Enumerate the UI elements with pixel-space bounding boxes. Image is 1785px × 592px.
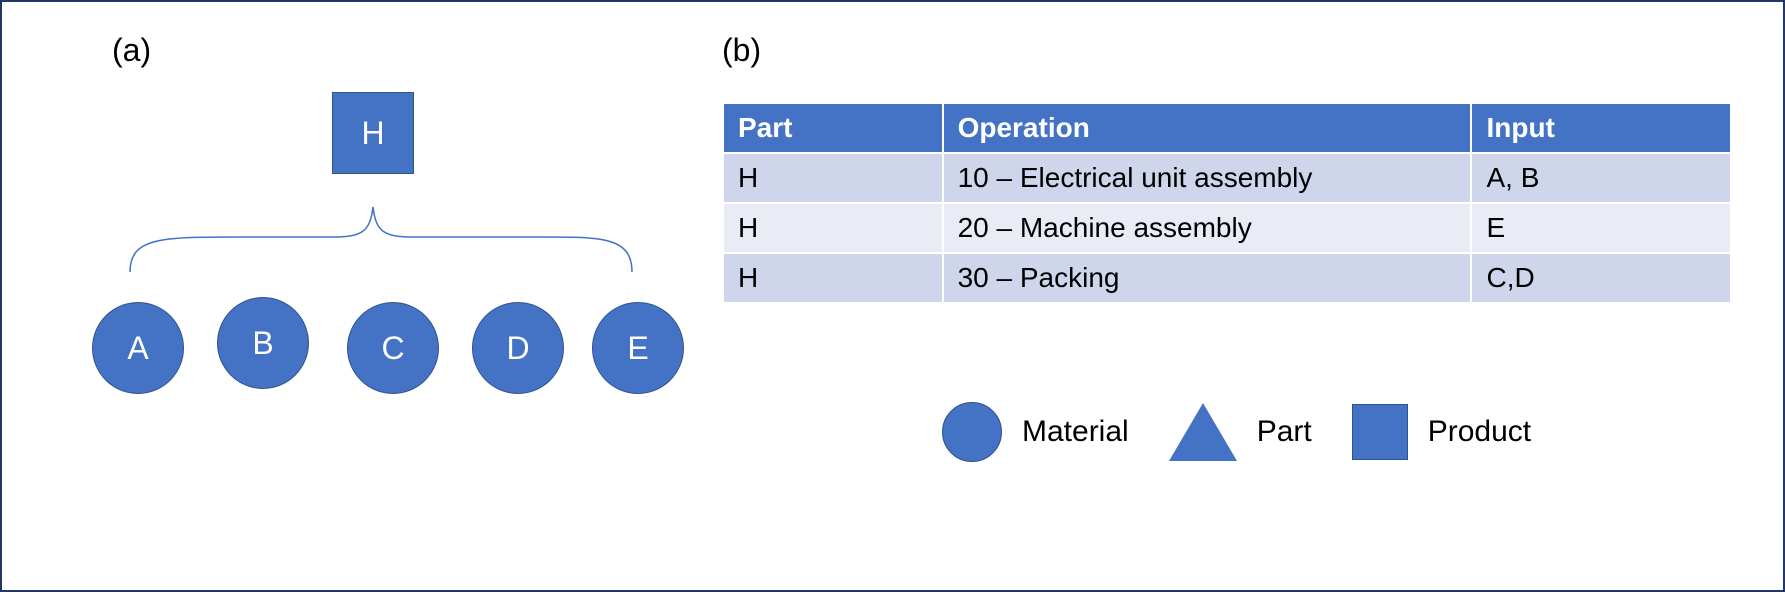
legend-label: Material xyxy=(1022,415,1129,449)
legend-item-product: Product xyxy=(1352,404,1531,460)
cell-part: H xyxy=(723,253,943,303)
cell-input: E xyxy=(1471,203,1731,253)
cell-operation: 30 – Packing xyxy=(943,253,1472,303)
table-row: H 30 – Packing C,D xyxy=(723,253,1731,303)
cell-operation: 10 – Electrical unit assembly xyxy=(943,153,1472,203)
cell-part: H xyxy=(723,153,943,203)
material-node-a: A xyxy=(92,302,184,394)
cell-operation: 20 – Machine assembly xyxy=(943,203,1472,253)
table-header-row: Part Operation Input xyxy=(723,103,1731,153)
legend-label: Product xyxy=(1428,415,1531,449)
legend: Material Part Product xyxy=(942,402,1531,462)
col-part: Part xyxy=(723,103,943,153)
material-node-c: C xyxy=(347,302,439,394)
material-node-b: B xyxy=(217,297,309,389)
cell-input: C,D xyxy=(1471,253,1731,303)
material-node-d: D xyxy=(472,302,564,394)
figure-frame: (a) H A B C D E (b) Part Operation Input… xyxy=(0,0,1785,592)
material-node-e: E xyxy=(592,302,684,394)
operations-table: Part Operation Input H 10 – Electrical u… xyxy=(722,102,1732,304)
square-icon xyxy=(1352,404,1408,460)
circle-icon xyxy=(942,402,1002,462)
col-input: Input xyxy=(1471,103,1731,153)
cell-part: H xyxy=(723,203,943,253)
legend-item-part: Part xyxy=(1169,403,1312,461)
panel-b-label: (b) xyxy=(722,32,761,69)
table-row: H 20 – Machine assembly E xyxy=(723,203,1731,253)
table-row: H 10 – Electrical unit assembly A, B xyxy=(723,153,1731,203)
legend-item-material: Material xyxy=(942,402,1129,462)
legend-label: Part xyxy=(1257,415,1312,449)
cell-input: A, B xyxy=(1471,153,1731,203)
col-operation: Operation xyxy=(943,103,1472,153)
triangle-icon xyxy=(1169,403,1237,461)
